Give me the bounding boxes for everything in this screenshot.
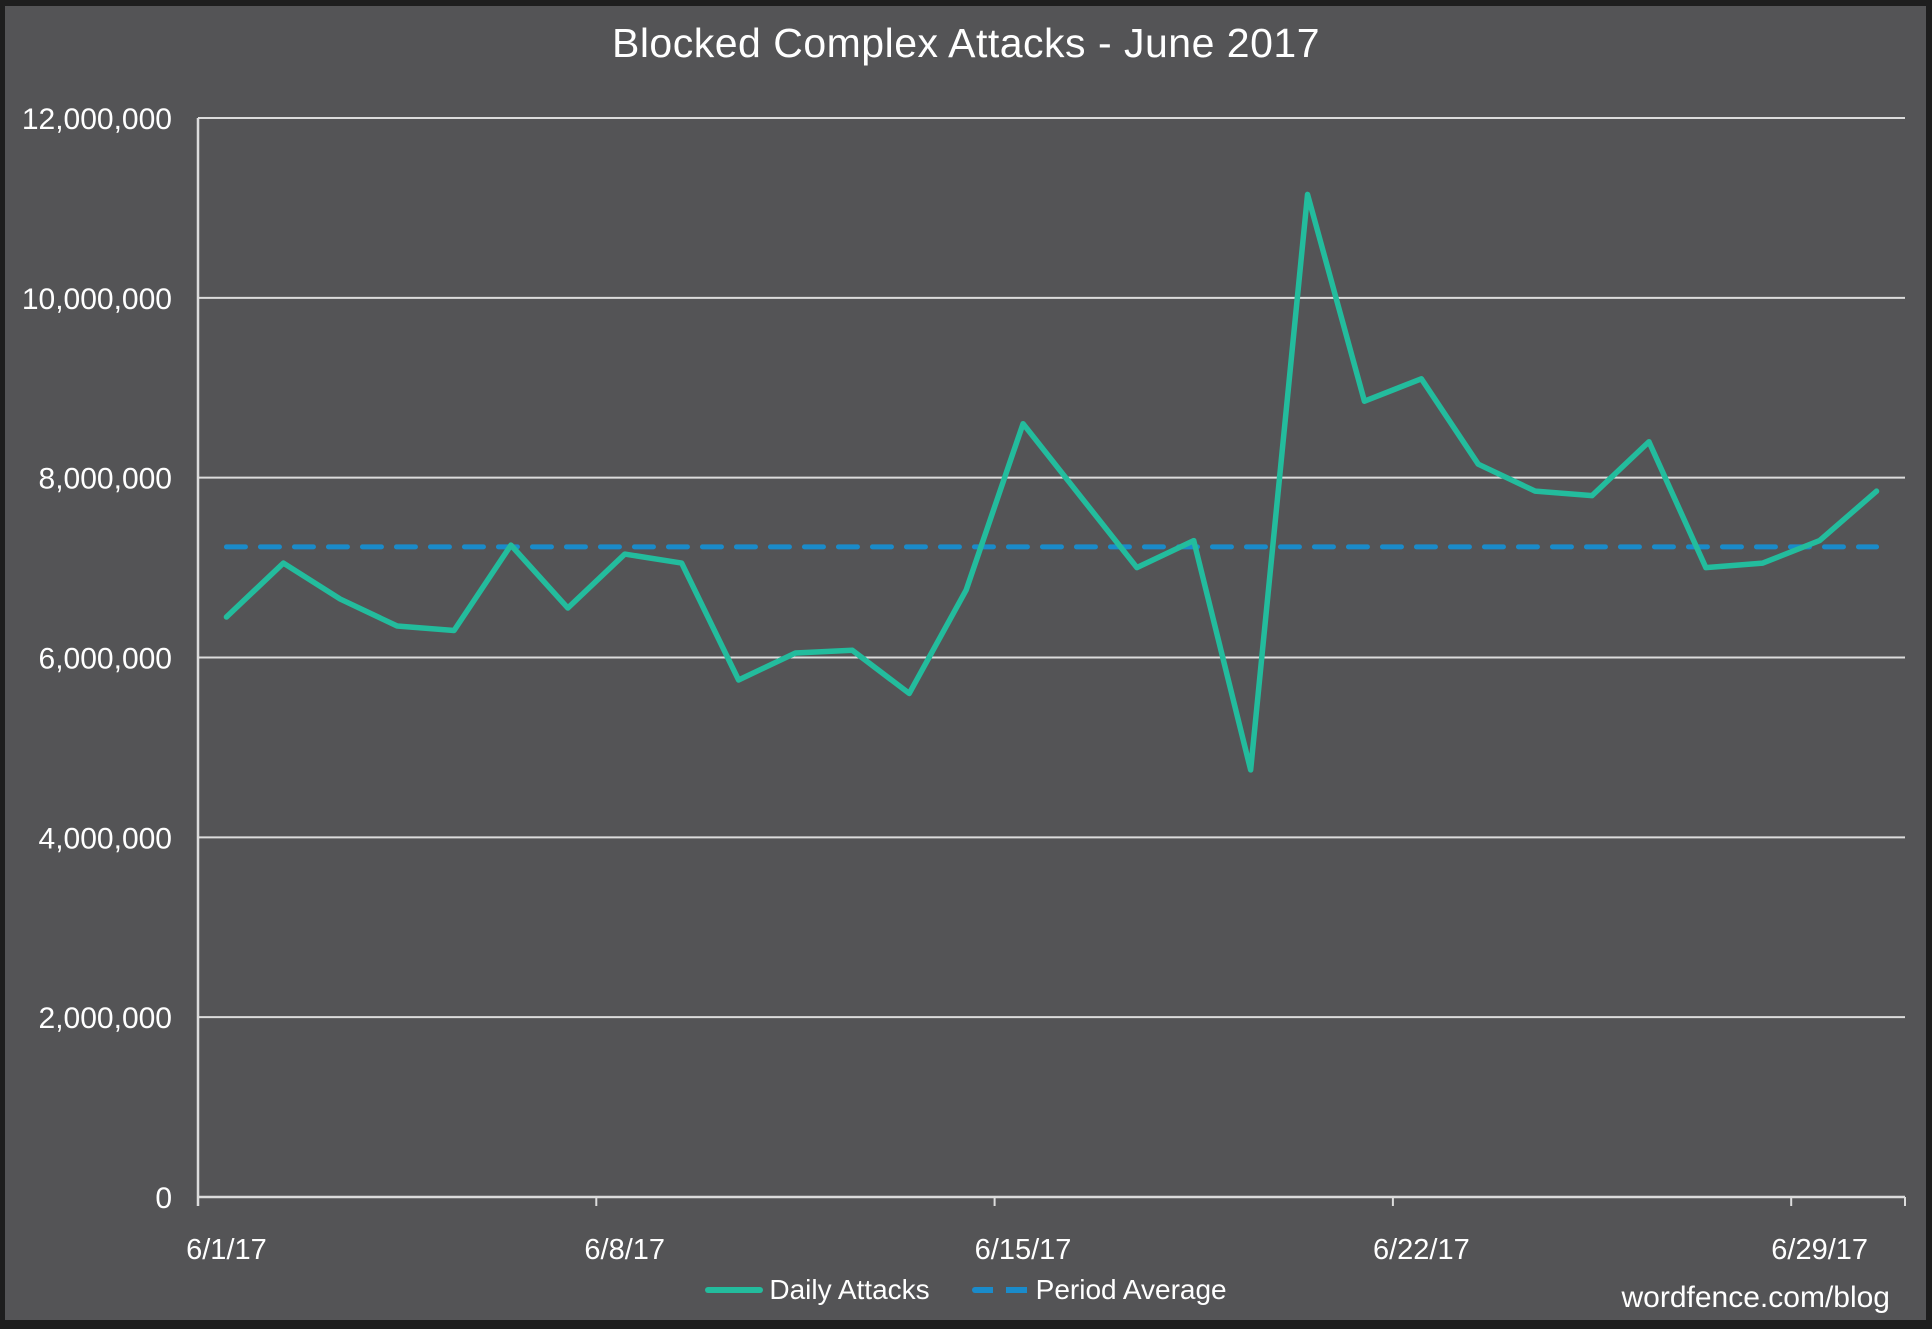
y-axis-tick-label: 10,000,000 [22, 283, 172, 316]
period-average-legend-swatch-icon [971, 1287, 1030, 1293]
x-axis-tick-label: 6/22/17 [1373, 1234, 1470, 1266]
x-axis-tick-label: 6/8/17 [584, 1234, 665, 1266]
daily-attacks-line [223, 191, 1880, 773]
legend: Daily Attacks Period Average [0, 1274, 1932, 1306]
y-axis-tick-label: 6,000,000 [39, 643, 172, 676]
chart-background [5, 6, 1926, 1320]
period-average-legend-label: Period Average [1035, 1274, 1227, 1305]
x-axis-tick-label: 6/15/17 [975, 1234, 1072, 1266]
y-axis-tick-label: 4,000,000 [39, 822, 172, 855]
y-axis-tick-label: 2,000,000 [39, 1002, 172, 1035]
y-axis-tick-label: 0 [155, 1182, 172, 1215]
x-axis-tick-label: 6/1/17 [186, 1234, 267, 1266]
daily-attacks-legend-label: Daily Attacks [769, 1274, 930, 1305]
daily-attacks-legend-swatch-icon [705, 1287, 764, 1293]
x-axis-tick-label: 6/29/17 [1771, 1234, 1868, 1266]
y-axis-tick-label: 12,000,000 [22, 103, 172, 136]
footer-url: wordfence.com/blog [1621, 1281, 1890, 1314]
chart-title: Blocked Complex Attacks - June 2017 [611, 20, 1321, 66]
y-axis-tick-label: 8,000,000 [39, 463, 172, 496]
